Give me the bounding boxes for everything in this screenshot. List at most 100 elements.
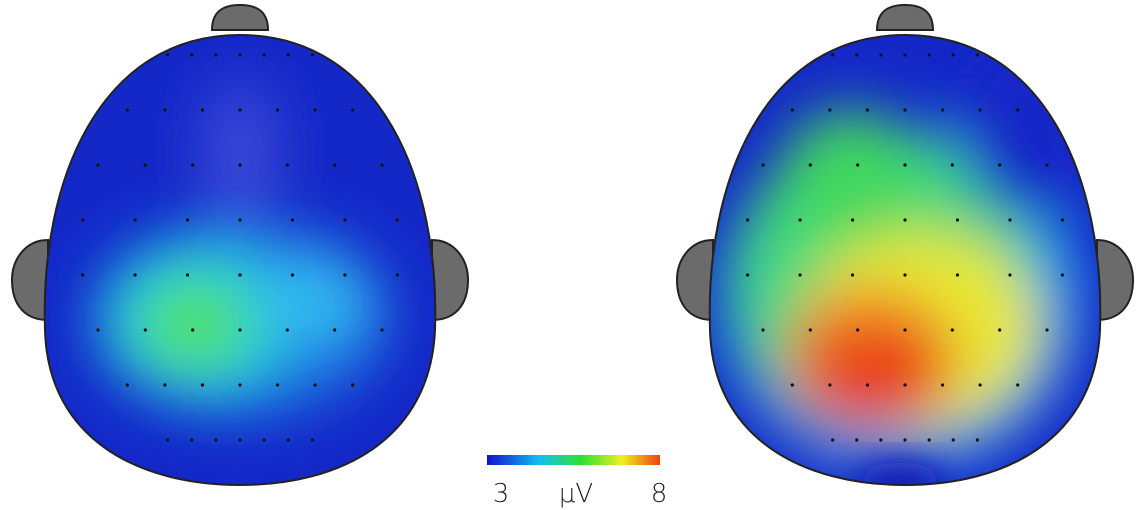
electrode	[214, 53, 218, 57]
electrode	[856, 163, 860, 167]
electrode	[262, 438, 266, 442]
electrode	[790, 108, 794, 112]
electrode	[1016, 383, 1020, 387]
electrode	[955, 273, 960, 277]
electrode	[998, 328, 1002, 332]
electrode	[903, 328, 907, 332]
electrode	[903, 108, 907, 112]
electrode	[238, 53, 242, 57]
electrode	[903, 218, 907, 222]
electrode	[761, 328, 765, 332]
colorbar-max: 8	[651, 479, 668, 509]
head-right	[675, 3, 1135, 487]
electrode	[133, 273, 137, 277]
electrode	[96, 328, 100, 332]
electrode	[927, 53, 931, 57]
electrode	[903, 273, 907, 277]
electrode	[856, 328, 860, 332]
electrode	[80, 273, 85, 277]
electrode	[166, 438, 170, 442]
electrode	[286, 438, 290, 442]
electrode	[275, 383, 280, 387]
electrode	[133, 218, 137, 222]
electrode	[96, 163, 100, 167]
electrode	[125, 108, 129, 112]
electrode	[380, 328, 384, 332]
electrode	[333, 163, 337, 167]
electrode	[950, 328, 954, 332]
electrode	[745, 218, 750, 222]
electrode	[290, 218, 295, 222]
electrode	[1008, 273, 1012, 277]
electrode	[286, 53, 290, 57]
electrode	[975, 53, 979, 57]
electrode	[1016, 108, 1020, 112]
electrode	[798, 218, 802, 222]
electrode	[343, 273, 347, 277]
electrode	[238, 328, 242, 332]
electrode	[285, 163, 289, 167]
electrode	[978, 108, 982, 112]
electrode	[185, 218, 190, 222]
electrode	[998, 163, 1002, 167]
head-left	[10, 3, 470, 487]
electrode	[903, 53, 907, 57]
electrode	[790, 383, 794, 387]
electrode	[903, 163, 907, 167]
electrode	[190, 438, 194, 442]
electrode	[955, 218, 960, 222]
electrode	[238, 218, 242, 222]
electrode	[185, 273, 190, 277]
electrode	[865, 108, 870, 112]
electrode	[855, 53, 859, 57]
electrode	[395, 218, 400, 222]
electrode	[343, 218, 347, 222]
electrode	[975, 438, 979, 442]
electrode	[238, 273, 242, 277]
electrode	[238, 438, 242, 442]
electrode	[333, 328, 337, 332]
electrode	[351, 383, 355, 387]
electrode	[80, 218, 85, 222]
electrode	[831, 438, 835, 442]
electrode	[927, 438, 931, 442]
electrode	[310, 438, 314, 442]
electrode	[143, 163, 147, 167]
electrode	[238, 108, 242, 112]
electrode	[190, 53, 194, 57]
electrode	[855, 438, 859, 442]
colorbar	[487, 455, 660, 465]
electrode	[951, 438, 955, 442]
electrode	[380, 163, 384, 167]
electrode	[903, 383, 907, 387]
electrode	[1008, 218, 1012, 222]
electrode	[285, 328, 289, 332]
electrode	[828, 108, 832, 112]
electrode	[951, 53, 955, 57]
electrode	[395, 273, 400, 277]
electrode	[200, 108, 205, 112]
electrode	[1045, 163, 1049, 167]
electrode	[940, 108, 945, 112]
electrode	[808, 163, 812, 167]
electrode	[290, 273, 295, 277]
electrode	[313, 383, 317, 387]
electrode	[798, 273, 802, 277]
electrode	[163, 108, 167, 112]
electrode	[143, 328, 147, 332]
electrode	[850, 218, 855, 222]
electrode	[940, 383, 945, 387]
electrodes	[80, 53, 1065, 442]
electrode	[310, 53, 314, 57]
electrode	[163, 383, 167, 387]
electrode	[865, 383, 870, 387]
electrode	[1060, 218, 1065, 222]
electrode	[745, 273, 750, 277]
electrode	[828, 383, 832, 387]
electrode	[275, 108, 280, 112]
electrode	[950, 163, 954, 167]
electrode	[850, 273, 855, 277]
electrode	[879, 53, 883, 57]
